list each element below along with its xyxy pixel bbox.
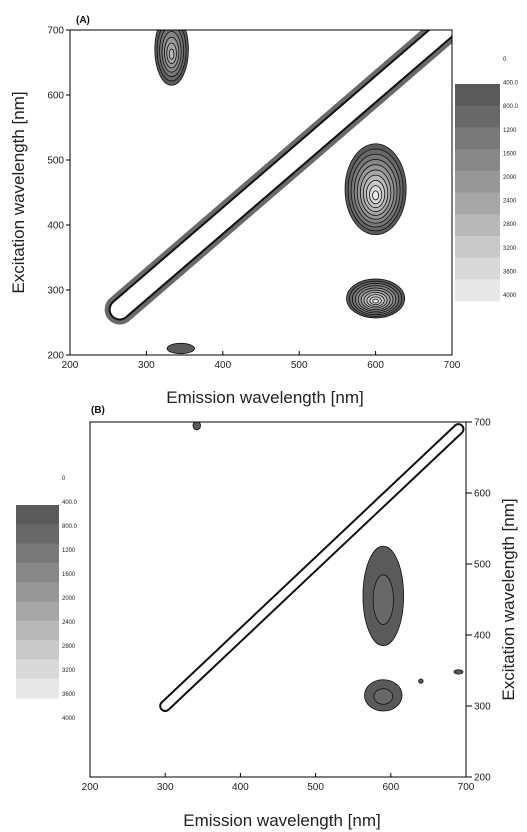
- plot-area: [159, 422, 465, 712]
- colorbar-swatch: [16, 582, 59, 602]
- spot-1-level-1: [192, 422, 201, 431]
- plot-frame: [89, 421, 467, 778]
- colorbar-label: 800.0: [503, 104, 519, 110]
- colorbar-label: 3600: [62, 692, 76, 698]
- y-tick-label: 500: [474, 560, 491, 571]
- scatter-band-core: [161, 425, 463, 710]
- y-tick-label: 200: [47, 351, 64, 362]
- colorbar-swatch: [455, 214, 500, 237]
- colorbar-label: 2800: [62, 644, 76, 650]
- colorbar-swatch: [16, 620, 59, 641]
- colorbar-swatch: [455, 257, 500, 280]
- colorbar-label: 3200: [503, 246, 517, 252]
- panel-label: (B): [91, 405, 105, 416]
- colorbar-label: 4000: [503, 293, 517, 299]
- colorbar-label: 1200: [503, 128, 517, 134]
- x-tick-label: 400: [232, 782, 249, 793]
- x-tick-label: 600: [382, 782, 399, 793]
- colorbar-swatch: [16, 659, 59, 680]
- x-tick-label: 700: [458, 782, 475, 793]
- colorbar-swatch: [455, 235, 500, 259]
- colorbar-label: 800.0: [62, 524, 78, 530]
- colorbar-swatch: [16, 543, 59, 564]
- colorbar-label: 400.0: [503, 81, 519, 87]
- colorbar-swatch: [16, 562, 59, 583]
- y-axis-label: Excitation wavelength [nm]: [499, 498, 518, 700]
- spot-3-level-1: [453, 669, 464, 675]
- x-tick-label: 300: [138, 360, 155, 371]
- scatter-band-core: [110, 30, 452, 319]
- y-tick-label: 700: [474, 418, 491, 429]
- plot-frame: [69, 29, 453, 356]
- colorbar-swatch: [16, 505, 59, 525]
- colorbar-swatch: [455, 170, 500, 193]
- colorbar-swatch: [16, 524, 59, 545]
- x-tick-label: 300: [157, 782, 174, 793]
- colorbar-label: 1200: [62, 548, 76, 554]
- colorbar-swatch: [455, 149, 500, 172]
- colorbar-swatch: [455, 279, 500, 302]
- y-tick-label: 400: [47, 221, 64, 232]
- colorbar-label: 2000: [503, 175, 517, 181]
- colorbar-label: 2800: [503, 222, 517, 228]
- x-tick-label: 200: [62, 360, 79, 371]
- spot-1-level-1: [166, 342, 195, 355]
- y-tick-label: 300: [47, 286, 64, 297]
- colorbar-swatch: [455, 192, 500, 215]
- colorbar-swatch: [16, 678, 59, 699]
- y-tick-label: 300: [474, 702, 491, 713]
- x-tick-label: 700: [444, 360, 461, 371]
- x-tick-label: 400: [214, 360, 231, 371]
- y-tick-label: 600: [47, 91, 64, 102]
- x-axis-label: Emission wavelength [nm]: [166, 388, 363, 407]
- colorbar-label: 0: [62, 476, 66, 482]
- peak-3-level-7: [168, 48, 175, 60]
- colorbar-swatch: [455, 84, 500, 107]
- y-axis-label: Excitation wavelength [nm]: [9, 91, 28, 293]
- colorbar-label: 1600: [62, 572, 76, 578]
- peak-2-level-10: [372, 298, 379, 304]
- peak-2-level-2: [373, 688, 394, 705]
- x-axis-label: Emission wavelength [nm]: [183, 811, 380, 830]
- y-tick-label: 500: [47, 156, 64, 167]
- colorbar-label: 2400: [62, 620, 76, 626]
- colorbar-swatch: [455, 127, 500, 150]
- colorbar-label: 2400: [503, 199, 517, 205]
- colorbar-label: 2000: [62, 596, 76, 602]
- panel-label: (A): [76, 15, 90, 26]
- plot-area: [104, 30, 452, 355]
- chart-panel-a: 200 300 400 500 600 700 200 300 400 500 600 700 Emis…: [9, 15, 519, 407]
- colorbar-swatch: [16, 601, 59, 622]
- colorbar-label: 1600: [503, 151, 517, 157]
- colorbar-label: 3200: [62, 668, 76, 674]
- x-tick-label: 500: [307, 782, 324, 793]
- colorbar-swatch: [16, 640, 59, 660]
- y-tick-label: 600: [474, 489, 491, 500]
- colorbar-label: 0: [503, 57, 507, 63]
- peak-1-level-10: [372, 190, 380, 201]
- colorbar-swatch: [455, 105, 500, 128]
- colorbar-label: 3600: [503, 269, 517, 275]
- colorbar-label: 400.0: [62, 500, 78, 506]
- y-tick-label: 200: [474, 773, 491, 784]
- y-tick-label: 700: [47, 26, 64, 37]
- spot-2-level-1: [418, 678, 424, 684]
- chart-panel-b: 200 300 400 500 600 700200300400500600700Emis…: [16, 405, 518, 830]
- x-tick-label: 600: [367, 360, 384, 371]
- colorbar-label: 4000: [62, 716, 76, 722]
- x-tick-label: 200: [82, 782, 99, 793]
- peak-1-level-2: [372, 574, 394, 625]
- x-tick-label: 500: [291, 360, 308, 371]
- y-tick-label: 400: [474, 631, 491, 642]
